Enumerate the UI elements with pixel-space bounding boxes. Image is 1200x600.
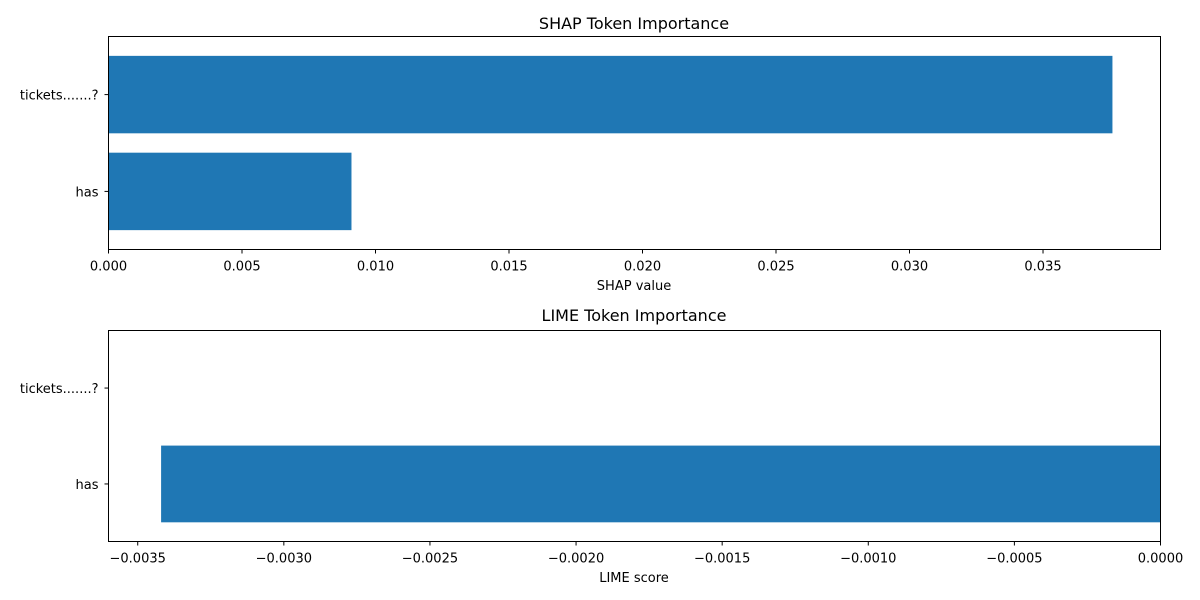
plot-frame xyxy=(108,330,1161,542)
bar-group xyxy=(161,445,1161,523)
bar xyxy=(108,152,352,231)
x-tick-label: 0.005 xyxy=(223,260,260,275)
x-tick-label: 0.035 xyxy=(1024,260,1061,275)
chart-title: LIME Token Importance xyxy=(542,306,727,325)
x-tick-label: 0.025 xyxy=(757,260,794,275)
x-ticks: 0.000 0.005 0.010 0.015 0.020 0.025 0.030 0.035 xyxy=(90,249,1062,275)
y-ticks: tickets.......? has xyxy=(20,89,109,200)
y-tick-label: has xyxy=(76,478,99,493)
x-tick-label: 0.020 xyxy=(624,260,661,275)
lime-chart: LIME Token Importance −0.0035 −0.0030 −0.0… xyxy=(20,306,1183,586)
x-tick-label: −0.0005 xyxy=(986,552,1042,567)
x-tick-label: 0.0000 xyxy=(1138,552,1184,567)
x-tick-label: 0.010 xyxy=(357,260,394,275)
x-tick-label: 0.000 xyxy=(90,260,127,275)
bar xyxy=(108,55,1113,134)
y-tick-label: tickets.......? xyxy=(20,89,99,104)
chart-title: SHAP Token Importance xyxy=(539,14,729,33)
bar xyxy=(161,445,1161,523)
shap-chart: SHAP Token Importance 0.000 0.005 0.010 0.0… xyxy=(20,14,1161,294)
y-tick-label: tickets.......? xyxy=(20,382,99,397)
plot-frame xyxy=(108,36,1161,250)
x-axis-label: LIME score xyxy=(599,571,669,586)
x-tick-label: 0.030 xyxy=(891,260,928,275)
bar-group xyxy=(108,55,1113,231)
x-axis-label: SHAP value xyxy=(597,279,671,294)
x-tick-label: −0.0030 xyxy=(256,552,312,567)
x-tick-label: −0.0020 xyxy=(548,552,604,567)
x-tick-label: −0.0035 xyxy=(110,552,166,567)
y-ticks: tickets.......? has xyxy=(20,382,109,493)
x-tick-label: −0.0015 xyxy=(694,552,750,567)
x-ticks: −0.0035 −0.0030 −0.0025 −0.0020 −0.0015 −0.00… xyxy=(110,541,1184,567)
x-tick-label: −0.0025 xyxy=(402,552,458,567)
x-tick-label: −0.0010 xyxy=(840,552,896,567)
x-tick-label: 0.015 xyxy=(490,260,527,275)
y-tick-label: has xyxy=(76,185,99,200)
